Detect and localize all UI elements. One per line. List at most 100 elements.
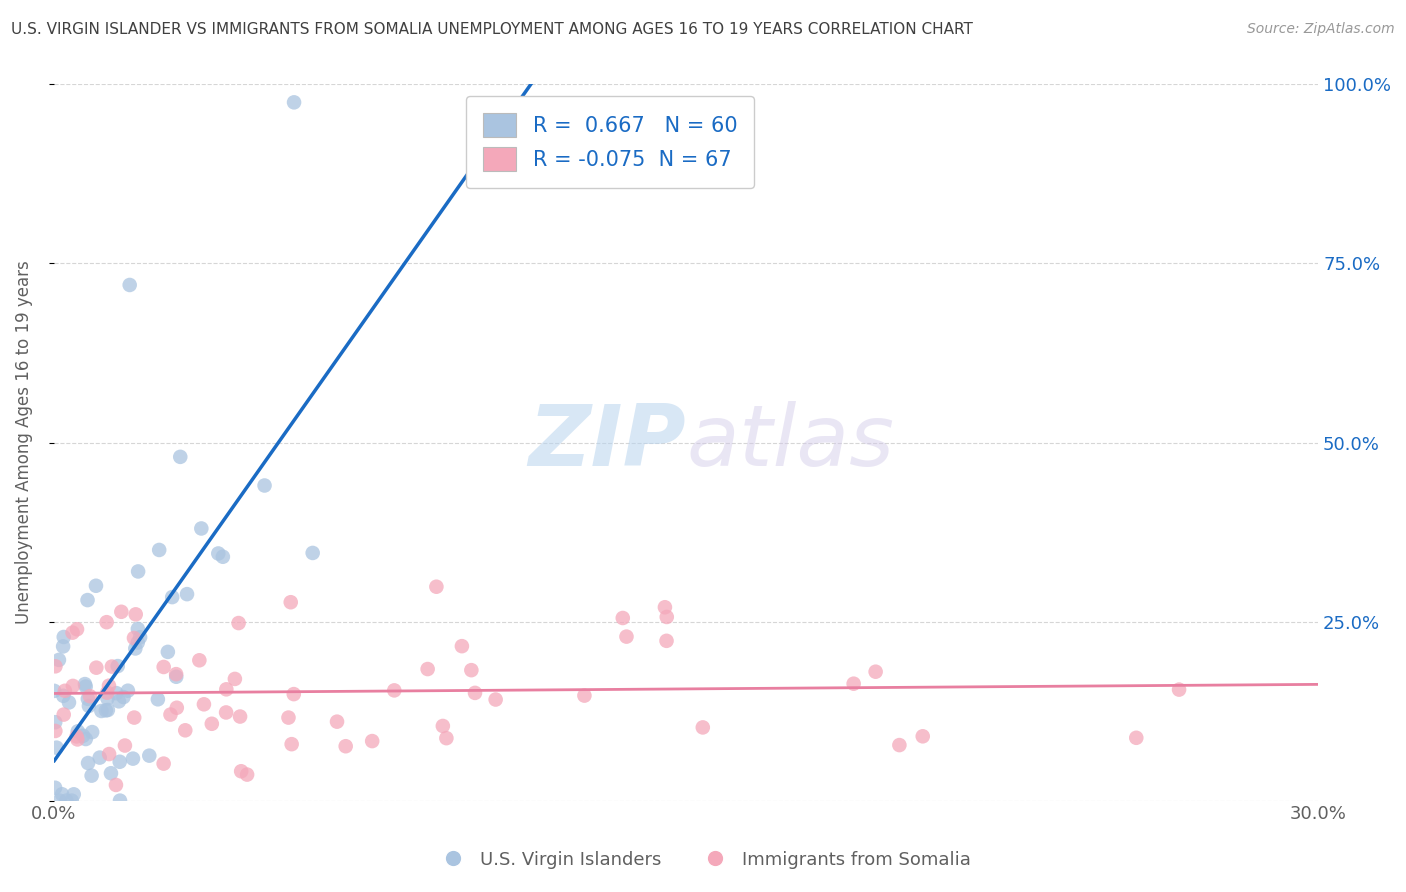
Point xyxy=(96,686,118,700)
Point xyxy=(280,595,302,609)
Point xyxy=(215,706,238,720)
Point xyxy=(53,683,76,698)
Point xyxy=(90,704,112,718)
Point xyxy=(201,716,224,731)
Point xyxy=(45,740,67,755)
Point xyxy=(58,695,80,709)
Point xyxy=(425,580,447,594)
Point xyxy=(96,691,118,706)
Point xyxy=(65,730,87,744)
Point xyxy=(382,683,405,698)
Point xyxy=(212,549,235,564)
Point xyxy=(72,729,94,743)
Point xyxy=(44,715,66,730)
Point xyxy=(326,714,349,729)
Point xyxy=(66,622,89,636)
Point xyxy=(77,698,100,713)
Point xyxy=(616,630,638,644)
Text: U.S. VIRGIN ISLANDER VS IMMIGRANTS FROM SOMALIA UNEMPLOYMENT AMONG AGES 16 TO 19: U.S. VIRGIN ISLANDER VS IMMIGRANTS FROM … xyxy=(11,22,973,37)
Point xyxy=(107,659,129,673)
Point xyxy=(236,767,259,781)
Point xyxy=(280,737,302,751)
Point xyxy=(62,787,84,801)
Point xyxy=(138,748,160,763)
Point xyxy=(127,635,149,649)
Point xyxy=(152,660,174,674)
Point xyxy=(75,732,97,747)
Point xyxy=(89,750,111,764)
Point xyxy=(125,607,148,622)
Point xyxy=(160,590,183,604)
Point xyxy=(152,756,174,771)
Point xyxy=(112,690,135,704)
Point xyxy=(229,709,252,723)
Point xyxy=(434,731,457,746)
Point xyxy=(79,689,101,703)
Point xyxy=(159,707,181,722)
Point xyxy=(73,677,96,691)
Point xyxy=(129,630,152,644)
Point xyxy=(193,698,215,712)
Point xyxy=(460,663,482,677)
Point xyxy=(66,732,89,747)
Point xyxy=(655,610,678,624)
Point xyxy=(301,546,323,560)
Point xyxy=(865,665,887,679)
Point xyxy=(612,611,634,625)
Point xyxy=(80,769,103,783)
Point xyxy=(60,794,83,808)
Point xyxy=(100,766,122,780)
Point xyxy=(148,543,170,558)
Point xyxy=(146,692,169,706)
Point xyxy=(654,600,676,615)
Point xyxy=(62,679,84,693)
Point xyxy=(283,687,305,701)
Point xyxy=(842,676,865,690)
Point xyxy=(82,725,104,739)
Point xyxy=(122,631,145,645)
Point xyxy=(215,682,238,697)
Point xyxy=(485,692,508,706)
Point xyxy=(104,778,127,792)
Point xyxy=(283,95,305,110)
Point xyxy=(48,794,70,808)
Point xyxy=(44,659,66,673)
Point xyxy=(44,684,66,698)
Text: Source: ZipAtlas.com: Source: ZipAtlas.com xyxy=(1247,22,1395,37)
Point xyxy=(76,593,98,607)
Point xyxy=(574,689,596,703)
Point xyxy=(165,667,187,681)
Point xyxy=(97,703,120,717)
Point xyxy=(655,633,678,648)
Point xyxy=(165,670,187,684)
Point xyxy=(48,653,70,667)
Point xyxy=(122,710,145,724)
Point xyxy=(96,615,118,630)
Point xyxy=(176,587,198,601)
Point xyxy=(105,686,128,700)
Point xyxy=(44,780,66,795)
Legend: R =  0.667   N = 60, R = -0.075  N = 67: R = 0.667 N = 60, R = -0.075 N = 67 xyxy=(467,96,754,188)
Point xyxy=(911,729,934,743)
Point xyxy=(190,521,212,535)
Point xyxy=(188,653,211,667)
Point xyxy=(231,764,253,779)
Point xyxy=(110,605,132,619)
Point xyxy=(224,672,246,686)
Point xyxy=(51,787,73,801)
Point xyxy=(416,662,439,676)
Point xyxy=(174,723,197,738)
Text: ZIP: ZIP xyxy=(529,401,686,484)
Point xyxy=(127,565,149,579)
Point xyxy=(432,719,454,733)
Point xyxy=(94,703,117,717)
Point xyxy=(253,478,276,492)
Point xyxy=(114,739,136,753)
Legend: U.S. Virgin Islanders, Immigrants from Somalia: U.S. Virgin Islanders, Immigrants from S… xyxy=(427,844,979,876)
Point xyxy=(277,710,299,724)
Point xyxy=(118,277,141,292)
Point xyxy=(451,639,474,653)
Point xyxy=(169,450,191,464)
Point xyxy=(98,747,121,761)
Point xyxy=(44,723,66,738)
